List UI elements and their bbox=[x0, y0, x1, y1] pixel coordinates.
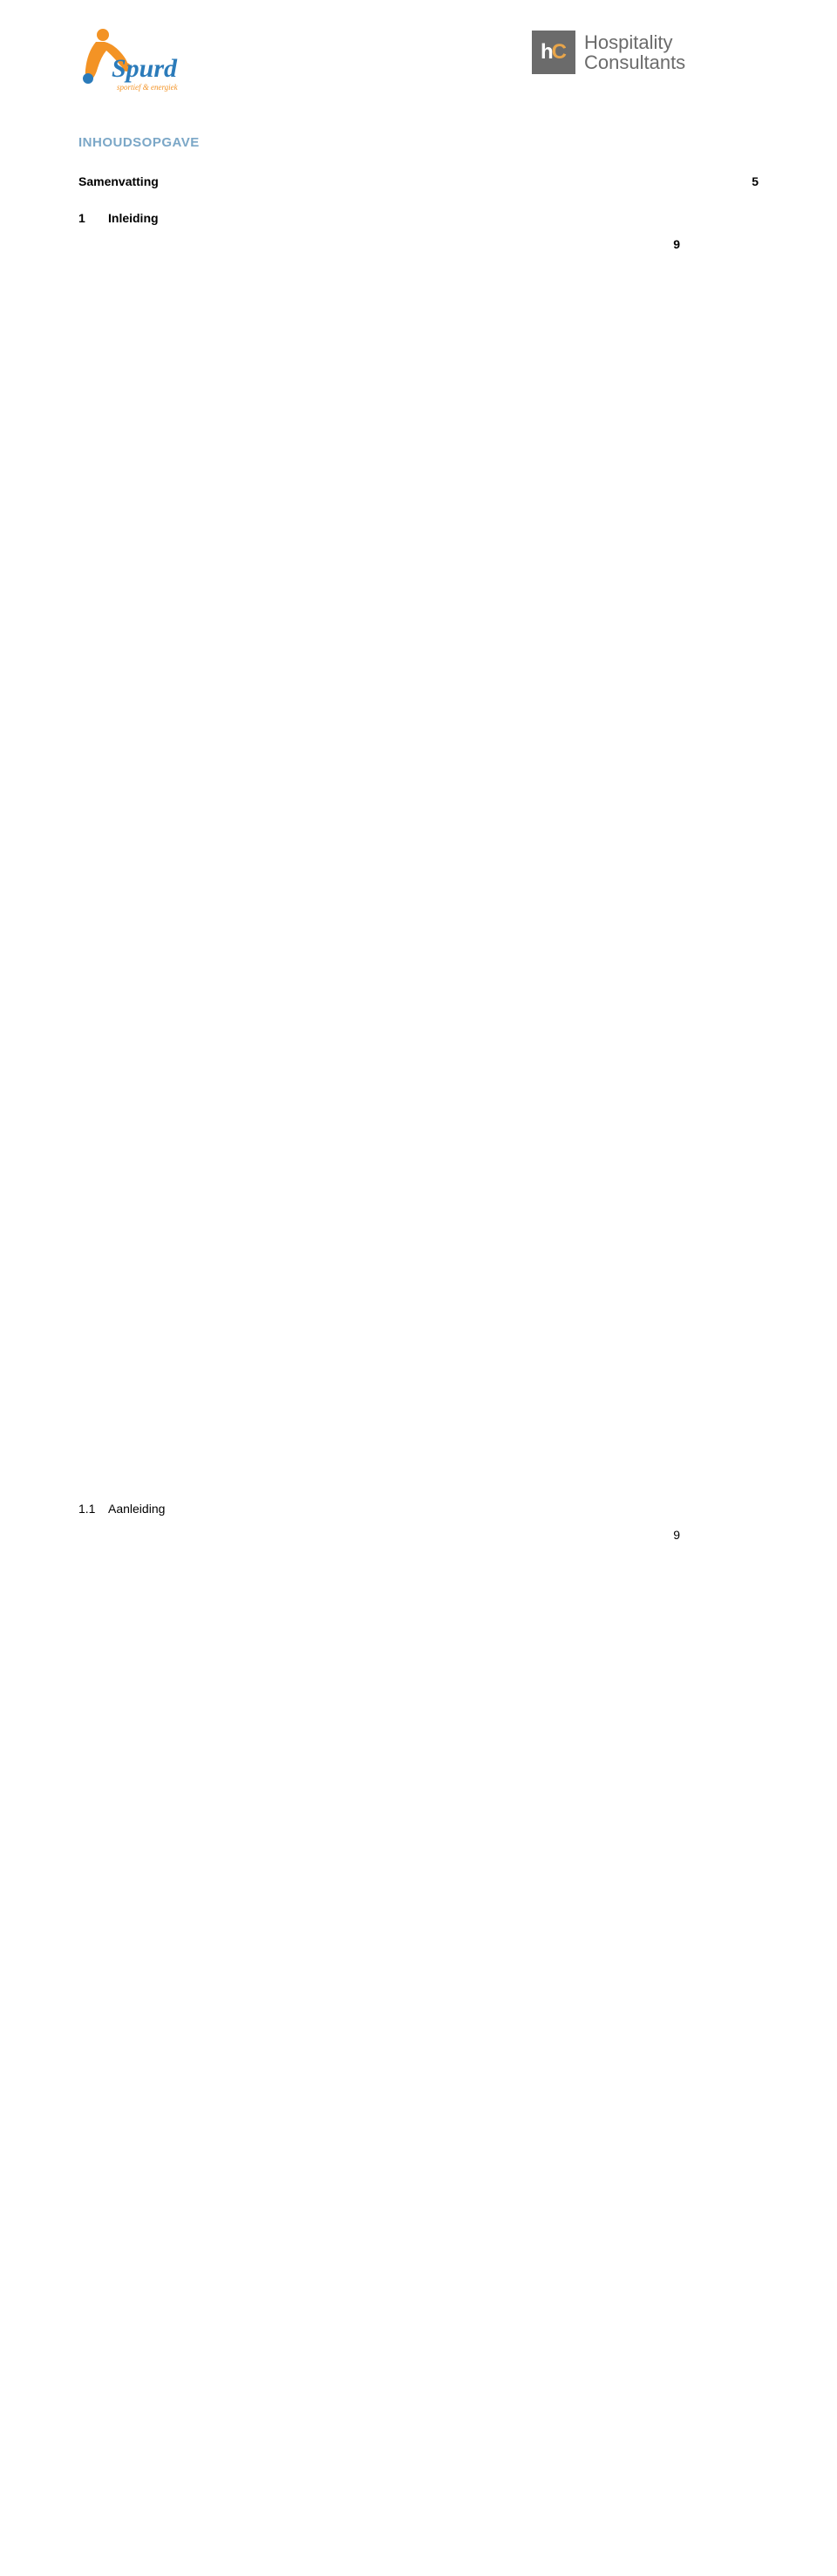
hc-logo-text: Hospitality Consultants bbox=[584, 32, 685, 72]
toc-head-text: Inleiding bbox=[108, 211, 159, 1499]
svg-text:sportief & energiek: sportief & energiek bbox=[117, 83, 179, 92]
hc-line1: Hospitality bbox=[584, 32, 685, 52]
toc-head-num: 1 bbox=[78, 211, 108, 1499]
summary-label: Samenvatting bbox=[78, 174, 159, 188]
toc-row-text: Aanleiding bbox=[108, 1500, 165, 2576]
toc-row: 1.1Aanleiding 9 bbox=[78, 1500, 759, 2576]
hc-letter-c: C bbox=[552, 40, 567, 65]
spurd-logo-icon: Spurd sportief & energiek bbox=[78, 26, 227, 100]
spurd-logo: Spurd sportief & energiek bbox=[78, 26, 227, 100]
toc-section: 1Inleiding91.1Aanleiding91.2Onderzoeksvr… bbox=[78, 211, 759, 2576]
toc-section-head: 1Inleiding 9 bbox=[78, 211, 759, 1499]
hc-logo-box: hC bbox=[532, 31, 575, 74]
summary-row: Samenvatting 5 bbox=[78, 174, 759, 188]
toc-row-label: 1.1Aanleiding bbox=[78, 1500, 165, 2576]
toc-row-page: 9 bbox=[595, 1500, 759, 2576]
page-header: Spurd sportief & energiek hC Hospitality… bbox=[78, 26, 759, 100]
hc-line2: Consultants bbox=[584, 52, 685, 72]
svg-text:Spurd: Spurd bbox=[112, 54, 178, 83]
hospitality-consultants-logo: hC Hospitality Consultants bbox=[532, 26, 759, 78]
toc-head-label: 1Inleiding bbox=[78, 211, 159, 1499]
toc-row-num: 1.1 bbox=[78, 1500, 108, 2576]
toc-head-page: 9 bbox=[595, 211, 759, 1499]
toc-title: INHOUDSOPGAVE bbox=[78, 135, 759, 150]
document-page: Spurd sportief & energiek hC Hospitality… bbox=[0, 0, 837, 2576]
summary-page: 5 bbox=[752, 174, 759, 188]
toc-body: 1Inleiding91.1Aanleiding91.2Onderzoeksvr… bbox=[78, 211, 759, 2576]
